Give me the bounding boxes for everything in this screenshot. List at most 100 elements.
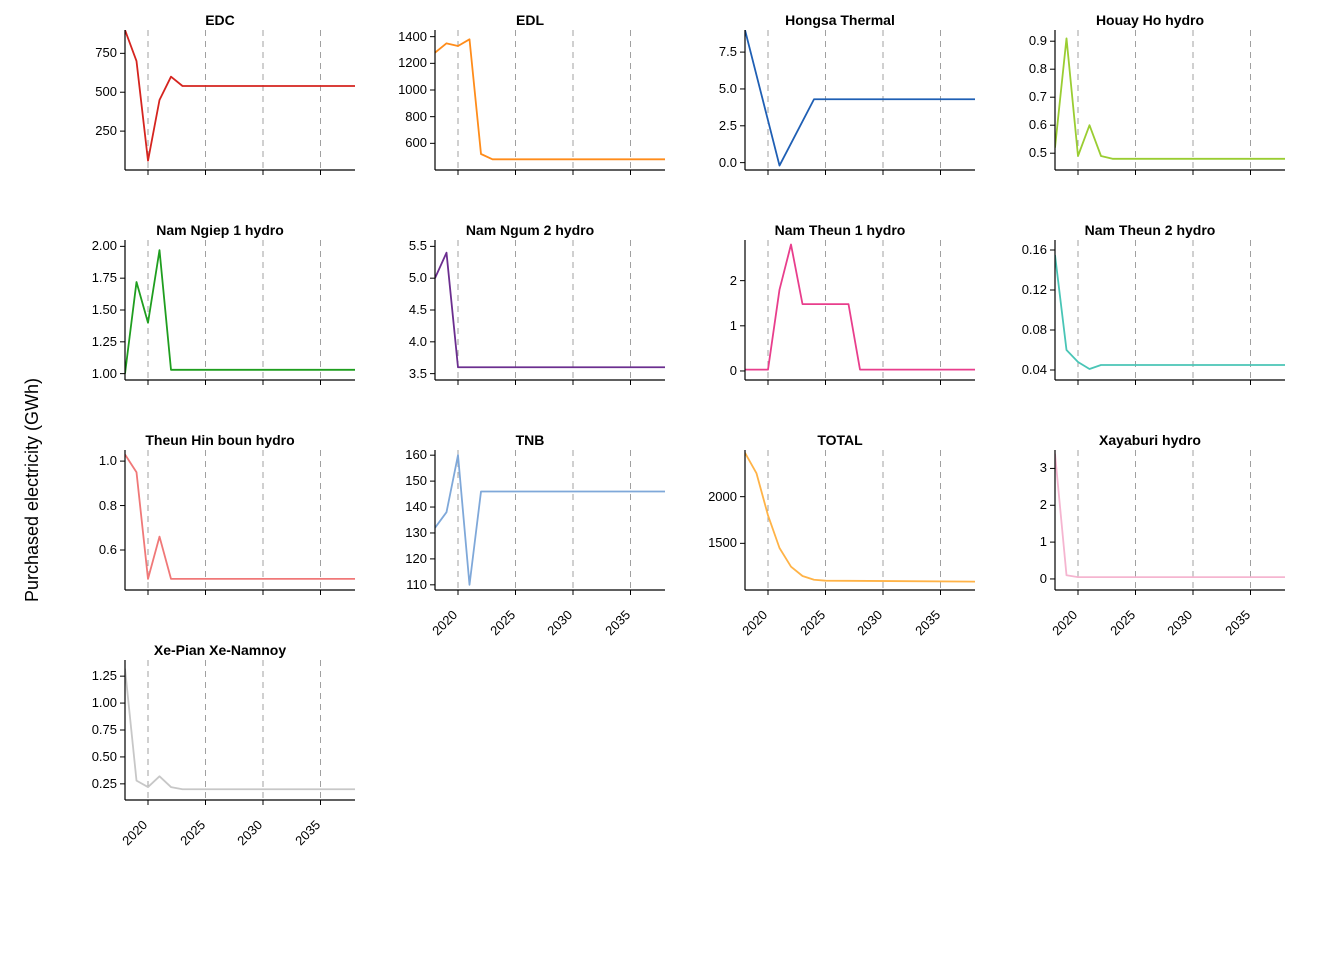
y-tick-label: 1000 <box>375 82 427 97</box>
panel-title: Nam Theun 2 hydro <box>995 222 1305 238</box>
y-tick-label: 0.7 <box>995 89 1047 104</box>
x-tick-labels: 2020202520302035 <box>995 595 1305 635</box>
y-tick-label: 0.08 <box>995 322 1047 337</box>
y-tick-label: 0.6 <box>65 542 117 557</box>
y-tick-label: 7.5 <box>685 44 737 59</box>
panel: Houay Ho hydro 0.5 0.6 0.7 0.8 0.9 <box>995 10 1305 210</box>
y-axis-label: Purchased electricity (GWh) <box>22 378 43 602</box>
y-tick-label: 5.5 <box>375 238 427 253</box>
panel: Hongsa Thermal 0.0 2.5 5.0 7.5 <box>685 10 995 210</box>
y-tick-label: 0.9 <box>995 33 1047 48</box>
x-tick-label: 2030 <box>854 607 885 638</box>
panel-grid: EDC250500750EDL600800100012001400Hongsa … <box>65 10 1344 840</box>
panel-svg <box>685 10 995 210</box>
panel: Theun Hin boun hydro 0.6 0.8 1.0 <box>65 430 375 630</box>
x-tick-label: 2020 <box>1049 607 1080 638</box>
y-tick-label: 750 <box>65 45 117 60</box>
panel: Xayaburi hydro01232020202520302035 <box>995 430 1305 630</box>
chart-container: Purchased electricity (GWh) EDC 250 500 750… <box>10 10 1344 970</box>
y-tick-label: 130 <box>375 525 427 540</box>
y-tick-label: 160 <box>375 447 427 462</box>
y-tick-label: 0.75 <box>65 722 117 737</box>
x-tick-label: 2020 <box>119 817 150 848</box>
y-tick-label: 0.04 <box>995 362 1047 377</box>
panel: Xe-Pian Xe-Namnoy0.250.500.751.001.25202… <box>65 640 375 840</box>
y-tick-label: 3.5 <box>375 366 427 381</box>
y-tick-label: 0.8 <box>65 498 117 513</box>
panel-title: Nam Ngiep 1 hydro <box>65 222 375 238</box>
panel: Nam Theun 1 hydro 0 1 2 <box>685 220 995 420</box>
y-tick-label: 1200 <box>375 55 427 70</box>
x-tick-labels: 2020 2025 2030 2035 <box>65 805 375 845</box>
y-tick-label: 5.0 <box>375 270 427 285</box>
y-tick-label: 140 <box>375 499 427 514</box>
panel: EDC 250 500 750 <box>65 10 375 210</box>
panel-title: Hongsa Thermal <box>685 12 995 28</box>
y-tick-label: 1.50 <box>65 302 117 317</box>
y-tick-label: 2.00 <box>65 238 117 253</box>
x-tick-label: 2025 <box>177 817 208 848</box>
x-tick-label: 2035 <box>912 607 943 638</box>
y-tick-label: 2 <box>685 273 737 288</box>
y-tick-label: 0.6 <box>995 117 1047 132</box>
y-tick-label: 3 <box>995 460 1047 475</box>
y-tick-label: 500 <box>65 84 117 99</box>
y-tick-label: 2 <box>995 497 1047 512</box>
x-tick-label: 2025 <box>487 607 518 638</box>
y-tick-label: 250 <box>65 123 117 138</box>
y-tick-label: 1.00 <box>65 695 117 710</box>
y-tick-label: 1.00 <box>65 366 117 381</box>
panel-title: Xe-Pian Xe-Namnoy <box>65 642 375 658</box>
x-tick-label: 2020 <box>429 607 460 638</box>
y-tick-label: 2.5 <box>685 118 737 133</box>
y-tick-label: 0.25 <box>65 776 117 791</box>
panel: TOTAL150020002020202520302035 <box>685 430 995 630</box>
y-tick-label: 600 <box>375 135 427 150</box>
x-tick-label: 2025 <box>1107 607 1138 638</box>
panel: Nam Ngiep 1 hydro 1.00 1.25 1.50 1.75 2.00 <box>65 220 375 420</box>
y-tick-label: 150 <box>375 473 427 488</box>
y-tick-label: 0 <box>995 571 1047 586</box>
y-tick-label: 1.0 <box>65 453 117 468</box>
y-tick-label: 0.5 <box>995 145 1047 160</box>
x-tick-label: 2030 <box>234 817 265 848</box>
panel-title: Xayaburi hydro <box>995 432 1305 448</box>
y-tick-label: 1400 <box>375 29 427 44</box>
y-tick-label: 0.50 <box>65 749 117 764</box>
y-tick-label: 1 <box>685 318 737 333</box>
panel-title: Nam Theun 1 hydro <box>685 222 995 238</box>
y-tick-label: 0.12 <box>995 282 1047 297</box>
x-tick-label: 2035 <box>602 607 633 638</box>
panel-title: Theun Hin boun hydro <box>65 432 375 448</box>
y-tick-label: 1500 <box>685 535 737 550</box>
panel-title: EDC <box>65 12 375 28</box>
y-tick-label: 1.25 <box>65 334 117 349</box>
y-tick-label: 1.25 <box>65 668 117 683</box>
panel-title: TOTAL <box>685 432 995 448</box>
x-tick-labels: 2020 2025 2030 2035 <box>375 595 685 635</box>
y-tick-label: 1.75 <box>65 270 117 285</box>
panel: Nam Ngum 2 hydro3.54.04.55.05.5 <box>375 220 685 420</box>
x-tick-label: 2035 <box>292 817 323 848</box>
x-tick-label: 2030 <box>1164 607 1195 638</box>
y-tick-label: 120 <box>375 551 427 566</box>
y-tick-label: 4.5 <box>375 302 427 317</box>
panel-svg <box>65 10 375 210</box>
panel: Nam Theun 2 hydro 0.04 0.08 0.12 0.16 <box>995 220 1305 420</box>
panel-title: Houay Ho hydro <box>995 12 1305 28</box>
y-tick-label: 0 <box>685 363 737 378</box>
panel-title: EDL <box>375 12 685 28</box>
panel: TNB1101201301401501602020202520302035 <box>375 430 685 630</box>
y-tick-label: 2000 <box>685 489 737 504</box>
x-tick-label: 2020 <box>739 607 770 638</box>
y-tick-label: 0.0 <box>685 155 737 170</box>
x-tick-label: 2025 <box>797 607 828 638</box>
y-tick-label: 110 <box>375 577 427 592</box>
y-tick-label: 4.0 <box>375 334 427 349</box>
y-tick-label: 0.8 <box>995 61 1047 76</box>
y-tick-label: 5.0 <box>685 81 737 96</box>
y-tick-label: 0.16 <box>995 242 1047 257</box>
x-tick-label: 2030 <box>544 607 575 638</box>
y-tick-label: 1 <box>995 534 1047 549</box>
panel: EDL600800100012001400 <box>375 10 685 210</box>
